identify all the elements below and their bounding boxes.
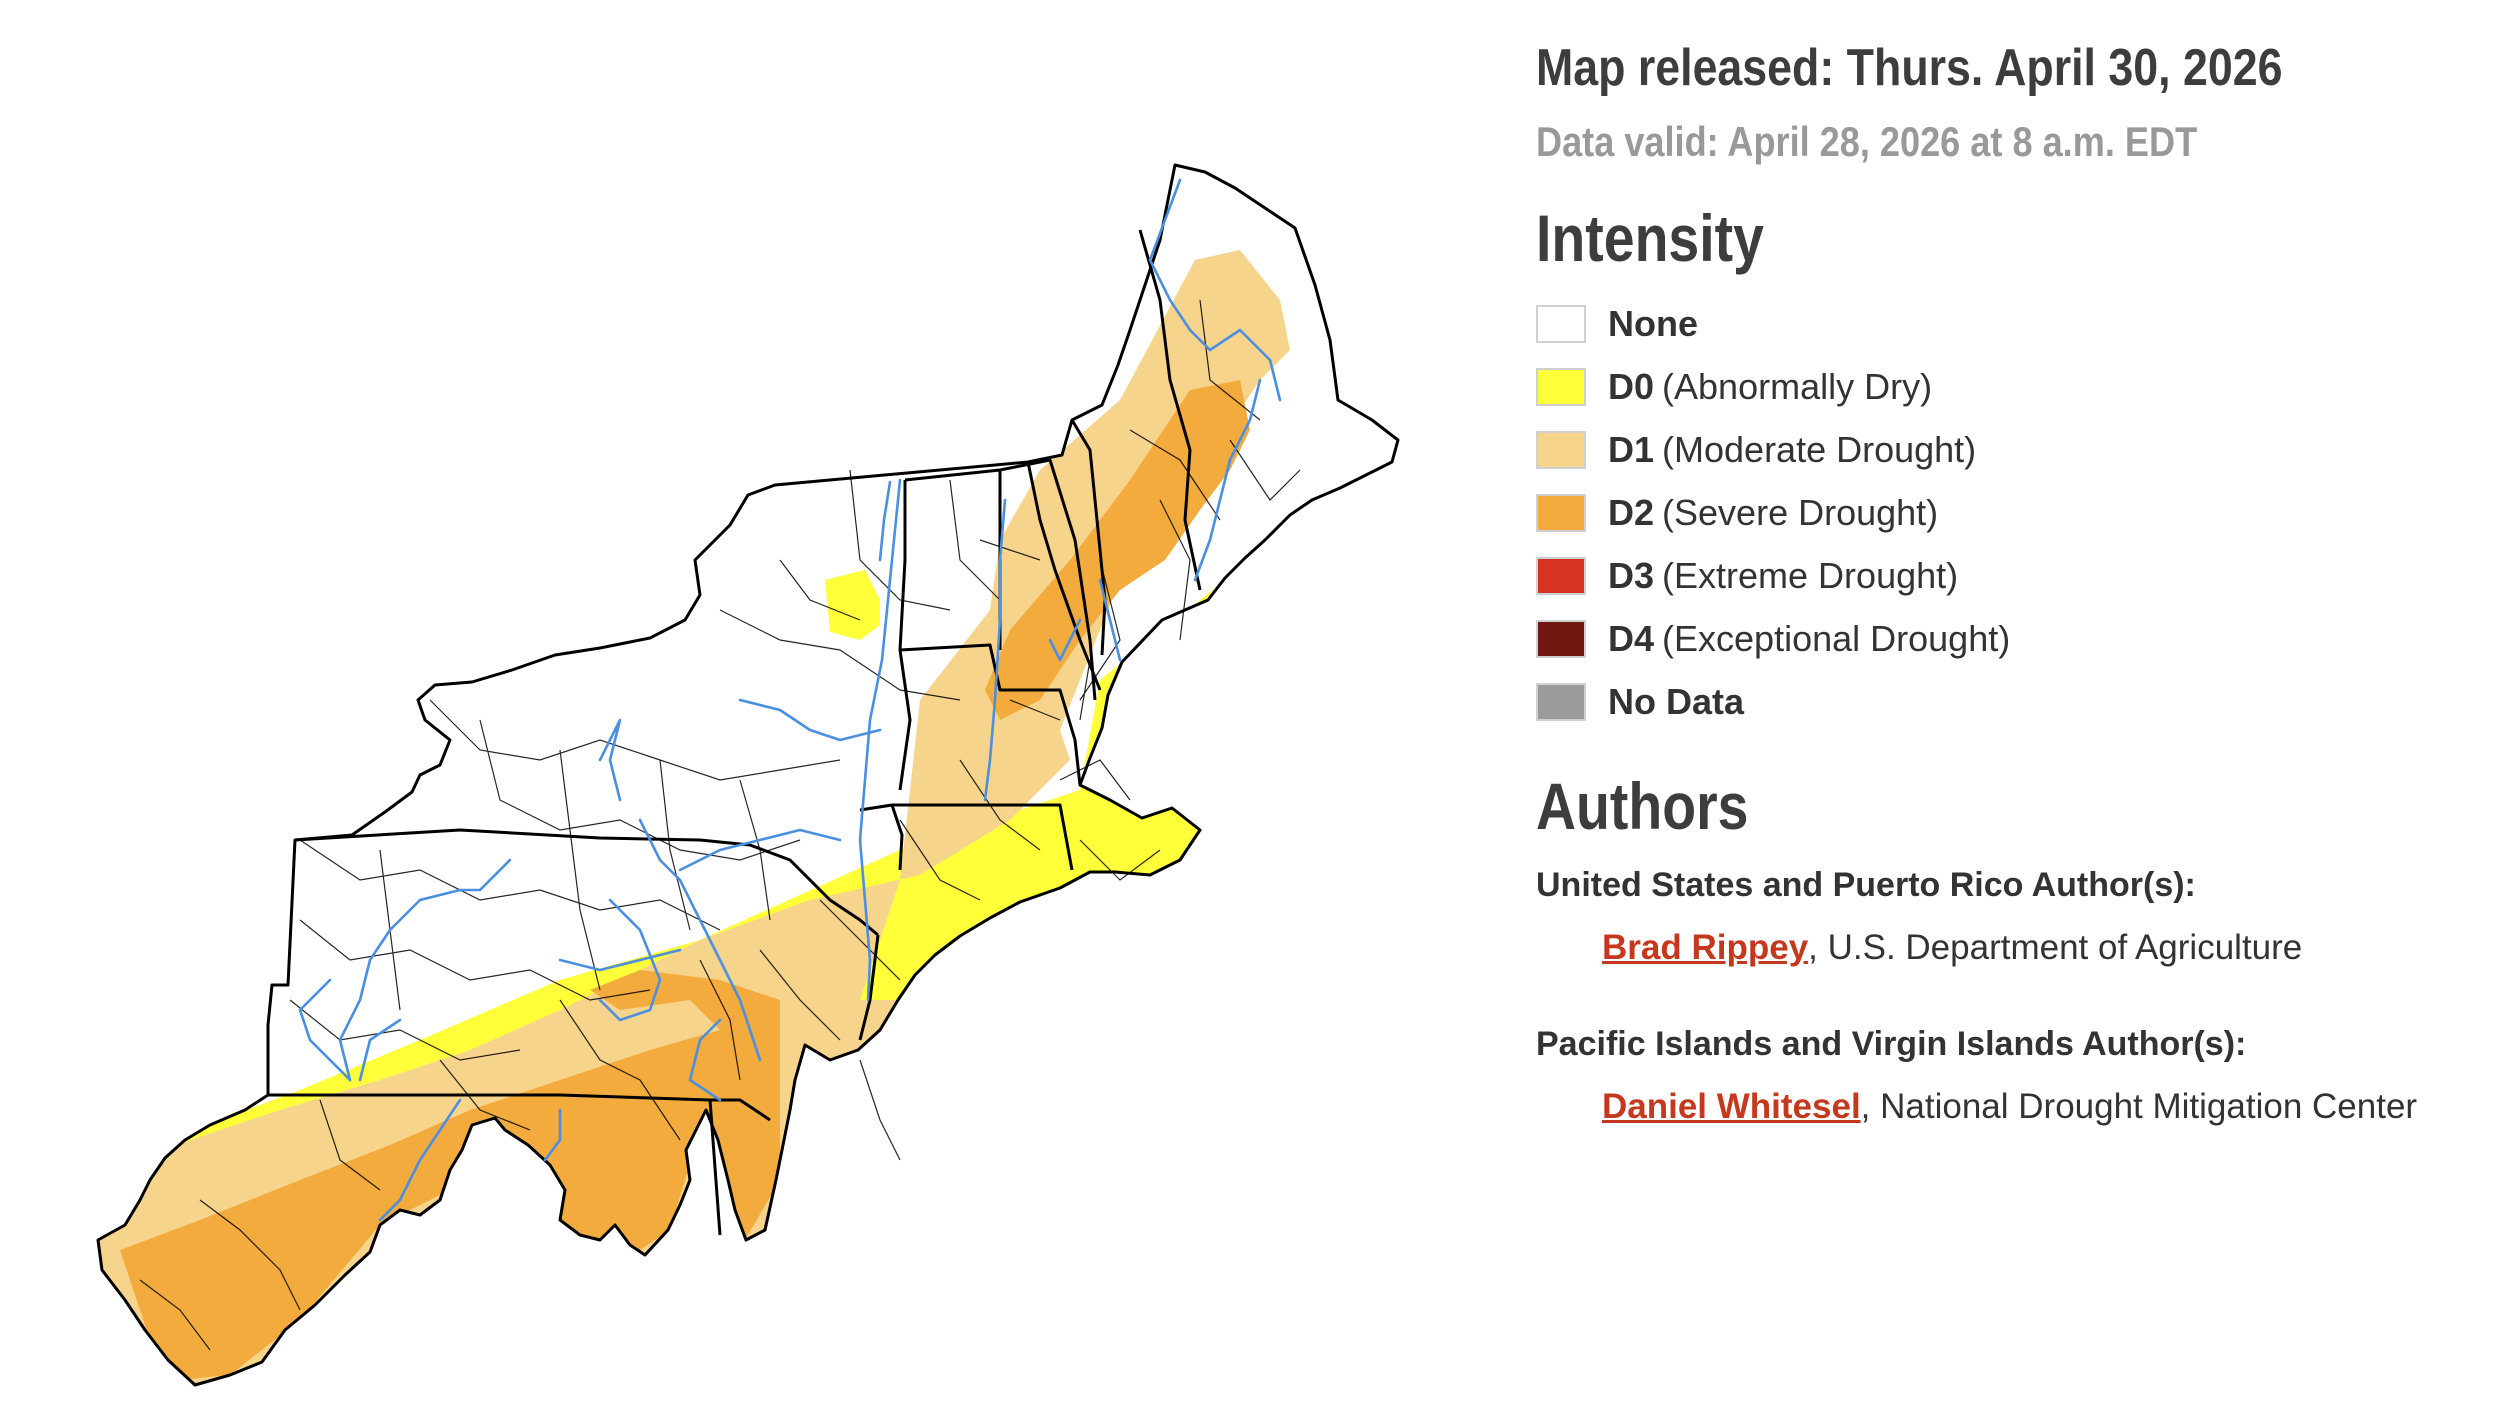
author-link-daniel-whitesel[interactable]: Daniel Whitesel bbox=[1602, 1087, 1861, 1126]
data-valid-date: Data valid: April 28, 2026 at 8 a.m. EDT bbox=[1536, 118, 2198, 165]
state-borders bbox=[96, 163, 1400, 1387]
legend-item-d0: D0 (Abnormally Dry) bbox=[1536, 365, 1932, 409]
legend-item-no-data: No Data bbox=[1536, 680, 1744, 724]
legend-item-none: None bbox=[1536, 302, 1698, 346]
legend-desc: (Exceptional Drought) bbox=[1662, 618, 2011, 659]
legend-code: D2 bbox=[1608, 492, 1655, 533]
author-line-pacific: Daniel Whitesel, National Drought Mitiga… bbox=[1602, 1087, 2417, 1127]
legend-desc: (Moderate Drought) bbox=[1662, 429, 1977, 470]
legend-code: D1 bbox=[1608, 429, 1655, 470]
legend-code: D4 bbox=[1608, 618, 1655, 659]
swatch-d4 bbox=[1536, 620, 1586, 658]
legend-label: No Data bbox=[1608, 681, 1745, 722]
swatch-d1 bbox=[1536, 431, 1586, 469]
legend-item-d4: D4 (Exceptional Drought) bbox=[1536, 617, 2010, 661]
swatch-d3 bbox=[1536, 557, 1586, 595]
author-link-brad-rippey[interactable]: Brad Rippey bbox=[1602, 928, 1809, 967]
swatch-d0 bbox=[1536, 368, 1586, 406]
author-group-heading-pacific: Pacific Islands and Virgin Islands Autho… bbox=[1536, 1025, 2247, 1063]
swatch-no-data bbox=[1536, 683, 1586, 721]
map-released-date: Map released: Thurs. April 30, 2026 bbox=[1536, 39, 2283, 97]
legend-code: D3 bbox=[1608, 555, 1655, 596]
author-group-heading-us: United States and Puerto Rico Author(s): bbox=[1536, 866, 2196, 904]
legend-desc: (Extreme Drought) bbox=[1662, 555, 1959, 596]
author-affiliation: , National Drought Mitigation Center bbox=[1860, 1087, 2418, 1126]
legend-code: D0 bbox=[1608, 366, 1655, 407]
rivers bbox=[298, 178, 1282, 1222]
drought-map bbox=[96, 163, 1400, 1387]
intensity-heading: Intensity bbox=[1536, 201, 1764, 275]
legend-item-d2: D2 (Severe Drought) bbox=[1536, 491, 1938, 535]
d0-north-vt bbox=[825, 570, 880, 640]
swatch-d2 bbox=[1536, 494, 1586, 532]
info-panel: Map released: Thurs. April 30, 2026 Data… bbox=[1536, 0, 2496, 1416]
authors-heading: Authors bbox=[1536, 769, 1749, 843]
legend-desc: (Abnormally Dry) bbox=[1662, 366, 1933, 407]
legend-item-d3: D3 (Extreme Drought) bbox=[1536, 554, 1958, 598]
author-line-us: Brad Rippey, U.S. Department of Agricult… bbox=[1602, 928, 2302, 968]
legend-label: None bbox=[1608, 303, 1698, 344]
legend-desc: (Severe Drought) bbox=[1662, 492, 1939, 533]
legend-item-d1: D1 (Moderate Drought) bbox=[1536, 428, 1976, 472]
swatch-none bbox=[1536, 305, 1586, 343]
author-affiliation: , U.S. Department of Agriculture bbox=[1808, 928, 2303, 967]
